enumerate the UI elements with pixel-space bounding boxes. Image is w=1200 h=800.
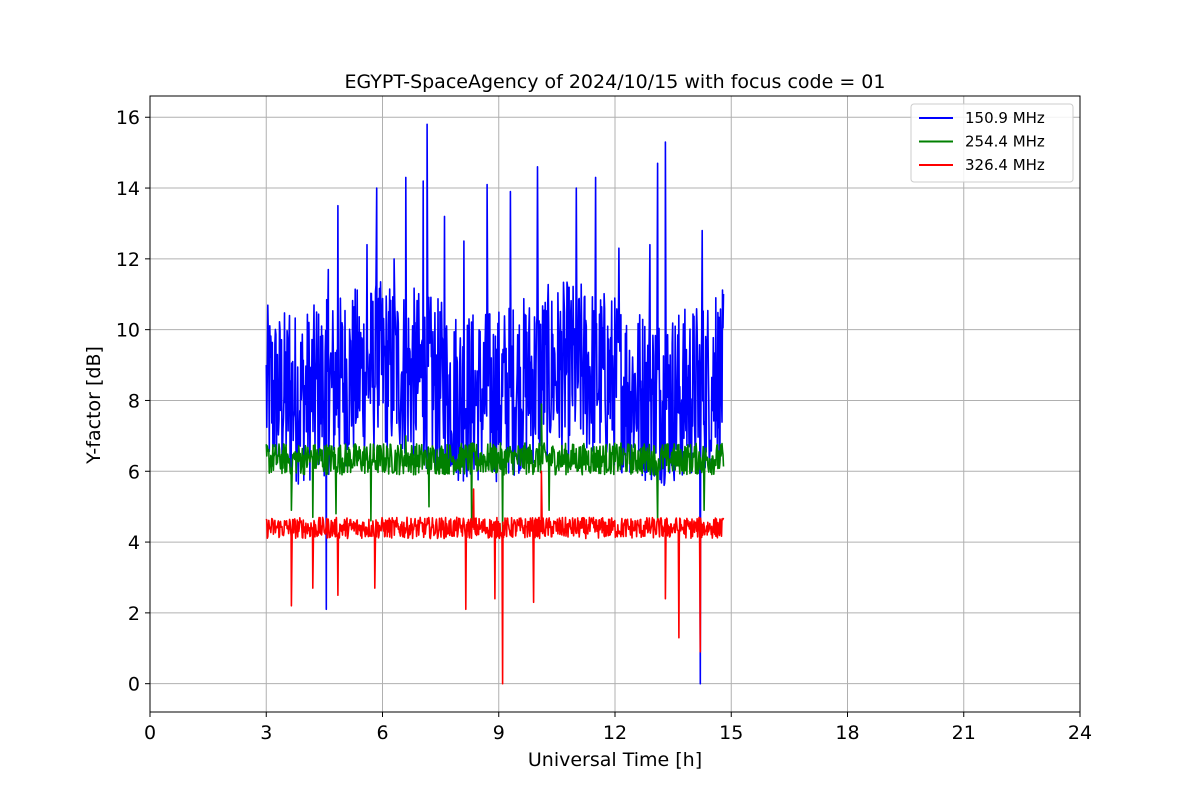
y-tick-label: 8 xyxy=(128,390,140,412)
x-tick-label: 0 xyxy=(144,722,156,744)
legend-label: 254.4 MHz xyxy=(965,133,1045,151)
legend-box xyxy=(910,103,1074,183)
y-axis-label: Y-factor [dB] xyxy=(83,346,105,465)
y-tick-label: 4 xyxy=(128,532,140,554)
x-tick-label: 18 xyxy=(835,722,859,744)
legend-label: 326.4 MHz xyxy=(965,156,1045,174)
x-tick-label: 9 xyxy=(493,722,505,744)
y-tick-label: 6 xyxy=(128,461,140,483)
chart-title: EGYPT-SpaceAgency of 2024/10/15 with foc… xyxy=(345,71,886,93)
x-axis: 0 3 6 9 12 15 18 21 24 xyxy=(144,712,1092,744)
x-tick-label: 12 xyxy=(603,722,627,744)
y-tick-label: 10 xyxy=(116,320,140,342)
x-tick-label: 6 xyxy=(376,722,388,744)
x-axis-label: Universal Time [h] xyxy=(528,749,702,771)
y-tick-label: 14 xyxy=(116,178,140,200)
y-tick-label: 2 xyxy=(128,603,140,625)
y-tick-label: 0 xyxy=(128,674,140,696)
series-line-1 xyxy=(265,403,725,533)
y-tick-label: 12 xyxy=(116,249,140,271)
plot-area xyxy=(265,123,725,685)
x-tick-label: 3 xyxy=(260,722,272,744)
x-tick-label: 15 xyxy=(719,722,743,744)
legend-label: 150.9 MHz xyxy=(965,109,1045,127)
x-tick-label: 21 xyxy=(952,722,976,744)
legend: 150.9 MHz 254.4 MHz 326.4 MHz xyxy=(910,103,1074,183)
y-axis: 0 2 4 6 8 10 12 14 16 xyxy=(116,107,150,696)
x-tick-label: 24 xyxy=(1068,722,1092,744)
y-tick-label: 16 xyxy=(116,107,140,129)
series-line-2 xyxy=(265,470,725,685)
